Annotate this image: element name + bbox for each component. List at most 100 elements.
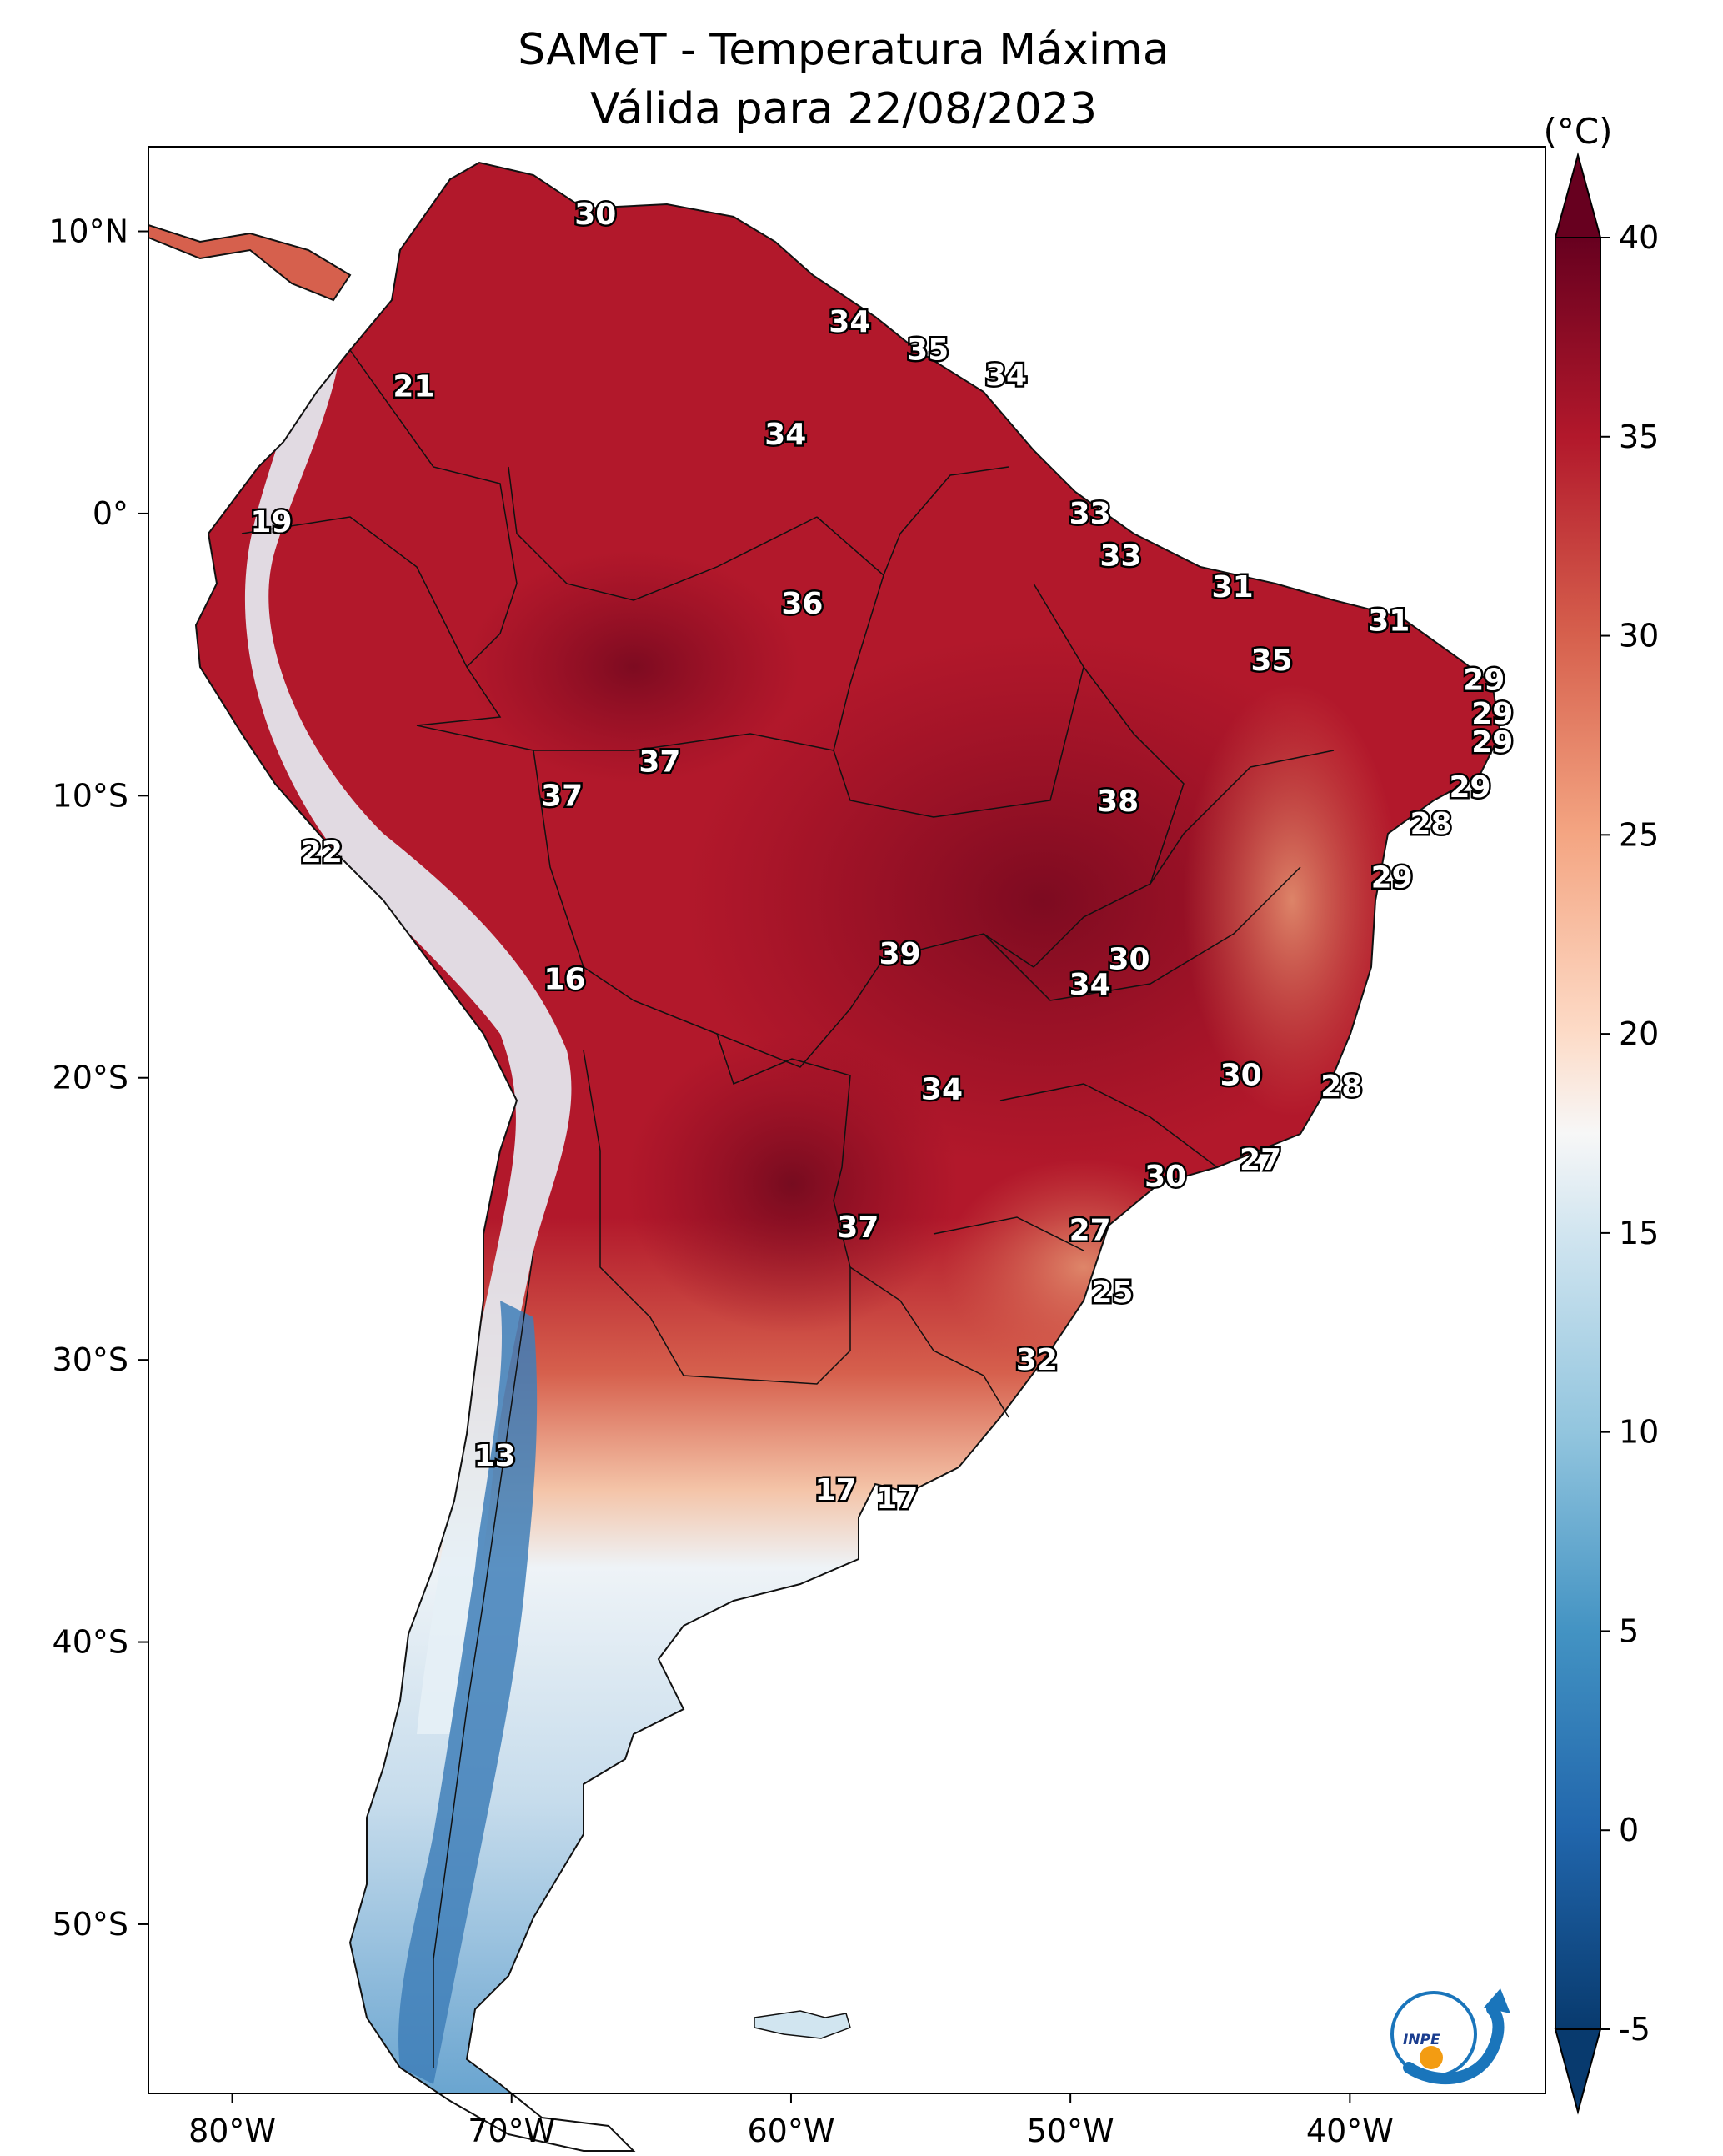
station-value-label: 35 [1250,644,1292,678]
colorbar-tick-label: 25 [1619,816,1659,853]
station-value-label: 25 [1091,1276,1133,1310]
border-bolivia [533,750,1034,1068]
station-value-label: 34 [764,418,806,452]
station-value-label: 16 [543,962,585,996]
hot-core-amazon [467,550,800,784]
station-value-label: 35 [907,333,949,368]
title-line-1: SAMeT - Temperatura Máxima [518,25,1169,75]
longitude-ticks: 80°W 70°W 60°W 50°W 40°W [188,2093,1394,2149]
colorbar-tick-label: 20 [1619,1015,1659,1052]
station-value-label: 31 [1212,570,1254,604]
border-brazil-states-3 [833,583,1084,818]
station-value-label: 32 [1016,1343,1058,1377]
station-value-label: 34 [1069,968,1111,1002]
station-value-label: 17 [876,1482,918,1516]
station-value-label: 33 [1099,539,1141,574]
inpe-logo-dot [1420,2046,1443,2069]
station-value-label: 36 [781,587,823,621]
border-paraguay [716,1033,851,1268]
station-value-label: 27 [1240,1143,1281,1177]
map-frame [148,146,1546,2094]
border-brazil-states-6 [933,1216,1084,1251]
colorbar-tick-label: 15 [1619,1215,1659,1251]
station-value-label: 38 [1097,785,1139,819]
mild-east-coast [1184,684,1400,1117]
colorbar-tick-label: 40 [1619,219,1659,256]
colorbar-tick-label: 5 [1619,1612,1639,1649]
station-value-label: 30 [1108,943,1150,977]
lon-tick-label: 40°W [1306,2113,1394,2149]
latitude-ticks: 10°N 0° 10°S 20°S 30°S 40°S 50°S [48,213,148,1943]
colorbar-gradient [1555,237,1601,2030]
lat-tick-label: 10°N [48,213,128,250]
station-value-label: 29 [1449,770,1490,805]
colorbar-tick-label: 10 [1619,1414,1659,1451]
station-value-label: 29 [1471,697,1513,731]
colorbar-tick-label: 30 [1619,618,1659,654]
station-value-label: 13 [474,1439,516,1473]
inpe-logo-swoosh [1403,2003,1505,2085]
station-value-label: 21 [393,370,434,404]
station-value-label: 37 [837,1211,879,1245]
station-value-label: 37 [541,779,583,813]
colorbar: (°C) 40 35 30 25 20 15 10 5 0 -5 [1543,111,1659,2115]
colorbar-unit-label: (°C) [1543,111,1612,152]
lat-tick-label: 50°S [53,1906,128,1943]
station-value-label: 29 [1463,664,1505,698]
border-peru-north [241,516,502,726]
lat-tick-label: 20°S [53,1060,128,1096]
colorbar-tick-label: 0 [1619,1812,1639,1848]
station-value-label: 17 [815,1473,857,1507]
border-argentina-north [583,1050,851,1385]
lat-tick-label: 40°S [53,1624,128,1661]
border-brazil-states-4 [983,866,1301,1001]
station-value-label: 27 [1069,1213,1111,1247]
station-value-label: 30 [574,198,616,232]
station-value-label: 22 [301,835,343,870]
border-chile-argentina [433,1250,534,2068]
lat-tick-label: 10°S [53,777,128,814]
station-value-label: 34 [921,1072,963,1106]
border-venezuela-colombia [508,466,818,601]
station-value-label: 34 [985,358,1027,393]
central-america [148,223,352,302]
station-value-label: 29 [1371,860,1413,895]
andes-cold-strip [244,275,572,1734]
inpe-logo: INPE [1390,1988,1510,2085]
station-value-label: 33 [1069,497,1111,531]
lon-tick-label: 60°W [747,2113,834,2149]
station-value-label: 28 [1410,807,1452,841]
lat-tick-label: 30°S [53,1341,128,1378]
border-brazil-states-2 [1083,666,1185,885]
lon-tick-label: 80°W [188,2113,276,2149]
falkland-islands [754,2010,851,2039]
inpe-logo-text: INPE [1403,2032,1440,2048]
map-area: 3021193435343433333131363529292929282937… [148,146,1546,2152]
station-value-label: 37 [639,745,680,780]
inpe-logo-arrow [1484,1988,1510,2013]
southern-andes-cold [398,1301,538,2084]
station-labels: 3021193435343433333131363529292929282937… [248,196,1515,1518]
border-colombia-ecuador [349,349,518,668]
colorbar-tick-label: -5 [1619,2011,1650,2048]
station-value-label: 34 [829,305,870,339]
station-value-label: 29 [1471,725,1513,760]
colorbar-tick-label: 35 [1619,419,1659,455]
lon-tick-label: 70°W [468,2113,555,2149]
colorbar-max-extension [1554,152,1602,238]
border-brazil-states-1 [1033,750,1335,968]
station-value-label: 28 [1320,1070,1362,1104]
station-value-label: 31 [1368,604,1410,639]
title-line-2: Válida para 22/08/2023 [590,84,1097,134]
station-value-label: 39 [879,937,921,971]
country-borders [241,349,1335,2068]
station-value-label: 30 [1220,1058,1262,1092]
lon-tick-label: 50°W [1027,2113,1114,2149]
border-guyana [816,466,1009,577]
hot-core-chaco [625,1034,959,1334]
colorbar-min-extension [1554,2028,1602,2115]
station-value-label: 30 [1144,1160,1186,1194]
colorbar-ticks: 40 35 30 25 20 15 10 5 0 -5 [1600,219,1659,2048]
border-uruguay [849,1266,1009,1418]
